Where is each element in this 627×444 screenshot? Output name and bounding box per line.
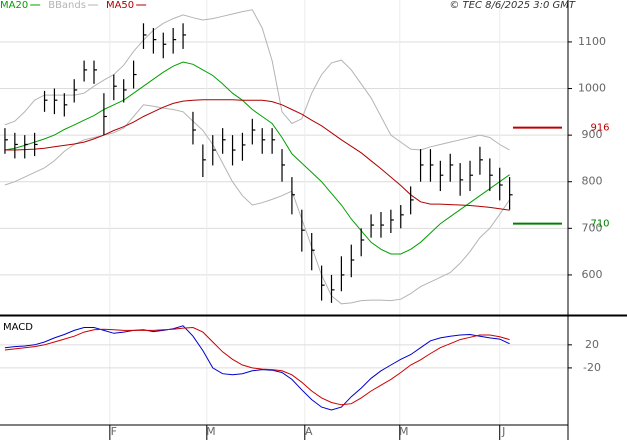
y-tick-label: 600: [582, 268, 603, 281]
legend-label: MA20: [0, 0, 28, 11]
level-label: 916: [590, 123, 609, 134]
x-tick-label: M: [399, 425, 409, 438]
y-tick-label: 1100: [578, 35, 606, 48]
line-values: [4, 99, 510, 211]
y-tick-label: -20: [583, 361, 601, 374]
level-label: 710: [590, 219, 609, 230]
y-tick-label: 800: [582, 175, 603, 188]
legend-label: BBands: [48, 0, 86, 11]
x-tick-label: M: [206, 425, 216, 438]
legend-label: MA50: [106, 0, 134, 11]
x-tick-label: F: [111, 425, 117, 438]
y-tick-label: 20: [585, 338, 599, 351]
x-tick-label: A: [305, 425, 313, 438]
y-tick-label: 700: [582, 221, 603, 234]
line: [4, 325, 510, 411]
line-values: [4, 61, 510, 255]
source: © TEC 8/6/2025 3:0 GMT: [449, 0, 576, 11]
line: [4, 326, 510, 406]
y-tick-label: 1000: [578, 82, 606, 95]
line-lower: [4, 104, 511, 305]
y-tick-label: 900: [582, 128, 603, 141]
line-upper: [4, 9, 510, 151]
x-tick-label: J: [501, 425, 505, 438]
panel-title: MACD: [3, 322, 33, 333]
